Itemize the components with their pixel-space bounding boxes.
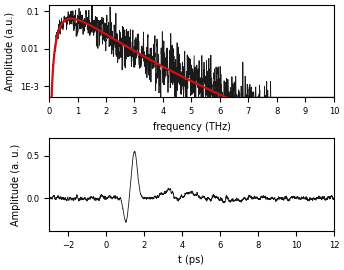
X-axis label: frequency (THz): frequency (THz) (152, 122, 230, 131)
Y-axis label: Amplitude (a.u.): Amplitude (a.u.) (5, 12, 15, 91)
Y-axis label: Amplitude (a. u.): Amplitude (a. u.) (11, 144, 21, 226)
X-axis label: t (ps): t (ps) (179, 255, 204, 265)
